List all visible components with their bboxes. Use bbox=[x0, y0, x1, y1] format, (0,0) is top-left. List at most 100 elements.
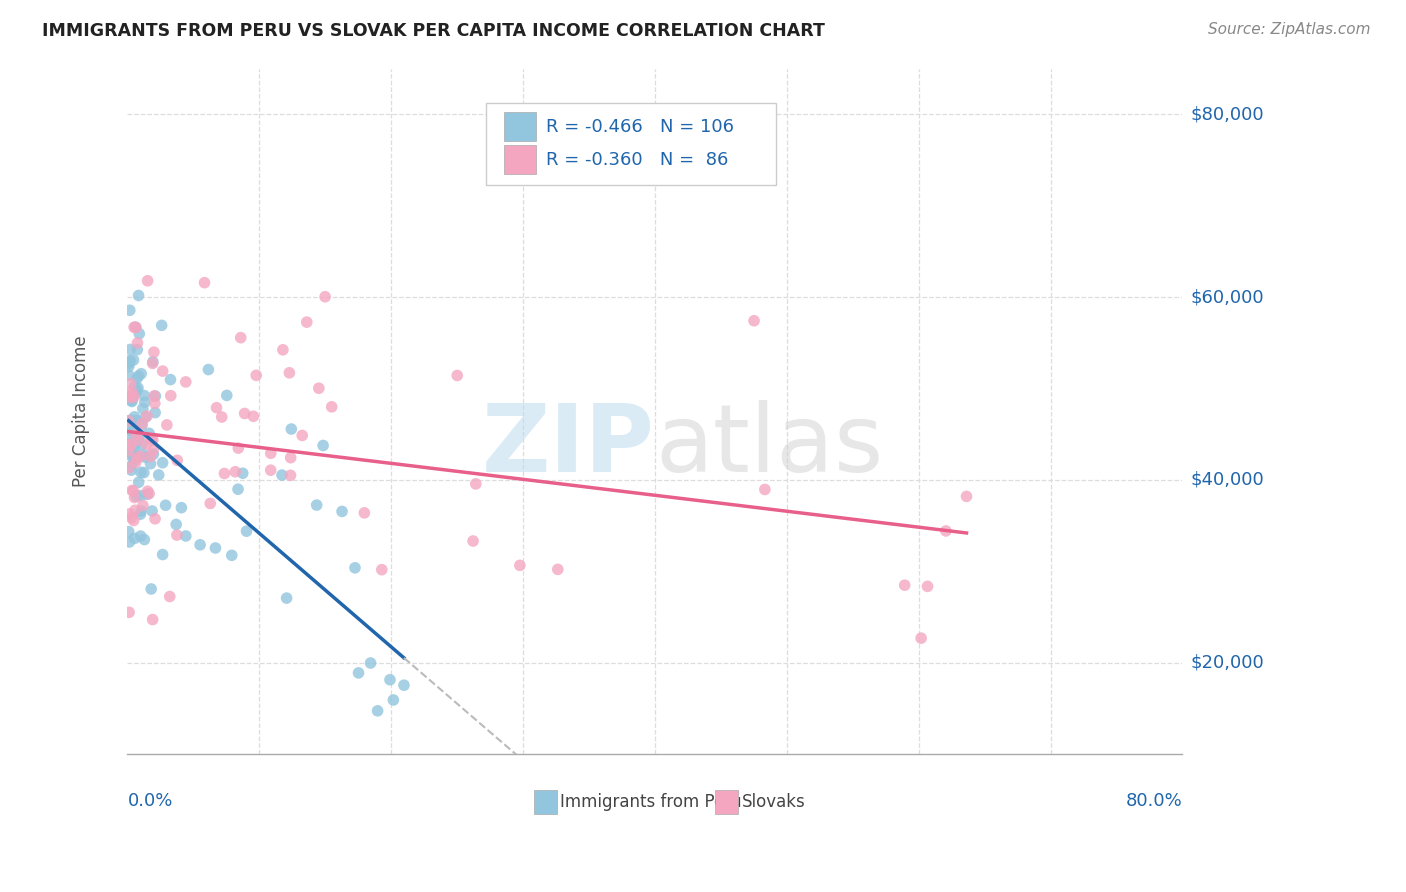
Point bbox=[343, 561, 366, 575]
Point bbox=[124, 437, 146, 451]
Point bbox=[280, 450, 302, 465]
Point bbox=[124, 409, 146, 424]
Point bbox=[446, 368, 468, 383]
Point bbox=[120, 391, 142, 405]
Point bbox=[955, 490, 977, 504]
Point bbox=[121, 483, 143, 498]
Point bbox=[121, 390, 143, 404]
Point bbox=[136, 484, 159, 499]
Text: 80.0%: 80.0% bbox=[1126, 792, 1182, 810]
Point bbox=[174, 375, 197, 389]
Point bbox=[125, 384, 148, 399]
Point bbox=[917, 579, 939, 593]
Point bbox=[122, 483, 145, 498]
Point bbox=[291, 428, 314, 442]
Point bbox=[129, 367, 152, 381]
Point bbox=[221, 549, 243, 563]
Point bbox=[155, 498, 177, 512]
Point bbox=[122, 514, 145, 528]
Point bbox=[134, 395, 156, 409]
Point bbox=[143, 406, 166, 420]
Point bbox=[260, 446, 283, 460]
Point bbox=[136, 274, 159, 288]
Point bbox=[134, 389, 156, 403]
Point bbox=[170, 500, 193, 515]
Text: $20,000: $20,000 bbox=[1191, 654, 1264, 672]
Point bbox=[128, 368, 150, 383]
Point bbox=[122, 450, 145, 465]
Point bbox=[134, 533, 156, 547]
Point bbox=[142, 613, 165, 627]
Point bbox=[124, 443, 146, 458]
Point bbox=[156, 417, 179, 432]
Point bbox=[120, 463, 142, 477]
Text: R = -0.466   N = 106: R = -0.466 N = 106 bbox=[546, 118, 734, 136]
Point bbox=[165, 517, 187, 532]
Text: 0.0%: 0.0% bbox=[128, 792, 173, 810]
Point bbox=[142, 356, 165, 370]
Point bbox=[121, 394, 143, 409]
Text: Source: ZipAtlas.com: Source: ZipAtlas.com bbox=[1208, 22, 1371, 37]
Point bbox=[129, 449, 152, 463]
Point bbox=[271, 468, 294, 483]
Point bbox=[118, 437, 141, 451]
Text: ZIP: ZIP bbox=[482, 400, 655, 491]
Point bbox=[132, 401, 155, 416]
Point bbox=[118, 417, 141, 432]
Point bbox=[935, 524, 957, 538]
Point bbox=[166, 453, 188, 467]
Point bbox=[215, 388, 238, 402]
FancyBboxPatch shape bbox=[486, 103, 776, 185]
Point bbox=[138, 486, 160, 500]
Point bbox=[118, 436, 141, 450]
Point bbox=[124, 491, 146, 505]
Point bbox=[125, 451, 148, 466]
Point bbox=[118, 303, 141, 318]
Point bbox=[295, 315, 318, 329]
Point bbox=[353, 506, 375, 520]
Point bbox=[127, 434, 149, 448]
Point bbox=[142, 443, 165, 458]
Point bbox=[245, 368, 267, 383]
Point bbox=[378, 673, 401, 687]
Point bbox=[120, 393, 142, 408]
Point bbox=[371, 563, 394, 577]
Point bbox=[226, 482, 249, 496]
Point bbox=[120, 343, 142, 357]
Point bbox=[159, 389, 181, 403]
Point bbox=[125, 371, 148, 385]
Point bbox=[242, 409, 264, 424]
Point bbox=[391, 765, 413, 780]
Text: $40,000: $40,000 bbox=[1191, 471, 1264, 489]
Point bbox=[464, 476, 486, 491]
Point bbox=[280, 468, 302, 483]
Point bbox=[128, 326, 150, 341]
Point bbox=[509, 558, 531, 573]
Point bbox=[330, 504, 353, 518]
Point bbox=[125, 320, 148, 334]
Point bbox=[314, 290, 336, 304]
Point bbox=[193, 276, 215, 290]
Point bbox=[145, 389, 167, 403]
Point bbox=[129, 489, 152, 503]
FancyBboxPatch shape bbox=[533, 789, 557, 814]
Point bbox=[461, 534, 484, 549]
Point bbox=[233, 407, 256, 421]
Point bbox=[122, 454, 145, 468]
Point bbox=[280, 422, 302, 436]
Point bbox=[754, 483, 776, 497]
Point bbox=[118, 445, 141, 459]
Text: Immigrants from Peru: Immigrants from Peru bbox=[560, 793, 741, 811]
Point bbox=[122, 390, 145, 404]
Point bbox=[118, 414, 141, 428]
Point bbox=[118, 355, 141, 369]
Point bbox=[118, 460, 141, 475]
Point bbox=[121, 510, 143, 524]
Point bbox=[159, 373, 181, 387]
Point bbox=[127, 343, 149, 357]
Text: $60,000: $60,000 bbox=[1191, 288, 1264, 306]
FancyBboxPatch shape bbox=[503, 112, 536, 141]
Point bbox=[118, 535, 141, 549]
FancyBboxPatch shape bbox=[503, 145, 536, 174]
Point bbox=[127, 381, 149, 395]
